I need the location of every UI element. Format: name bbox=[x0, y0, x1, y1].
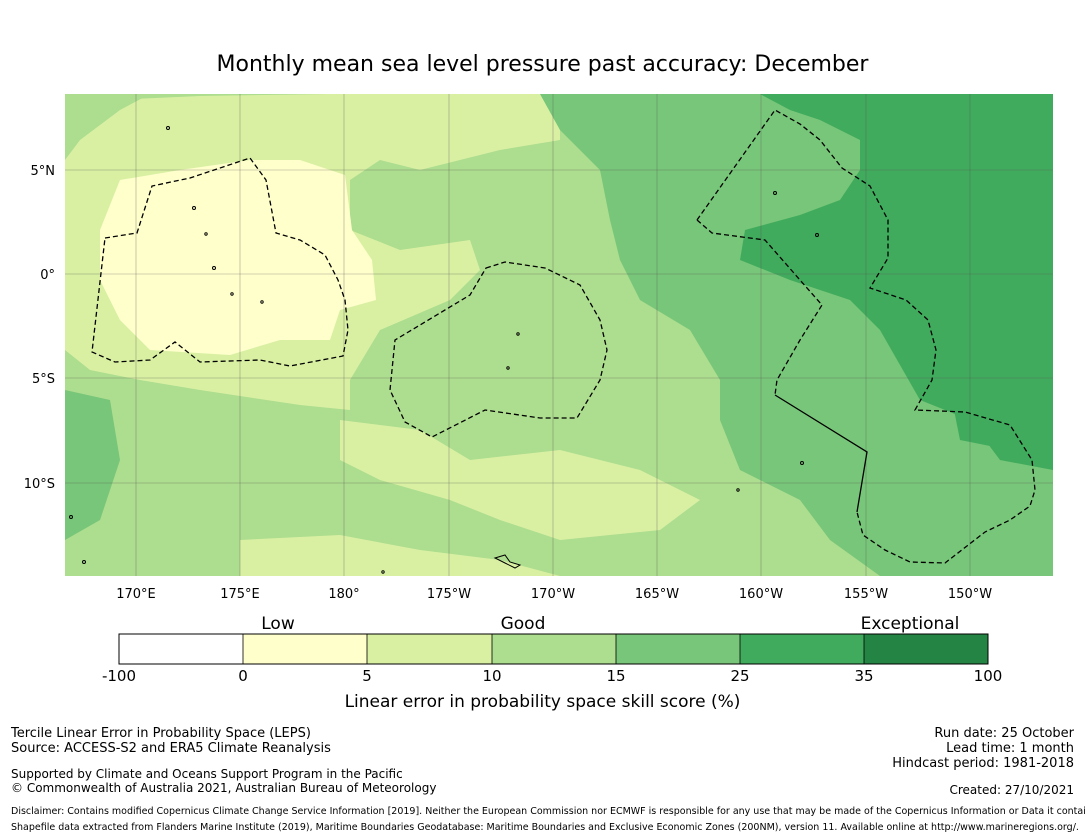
eez-boundary-solid bbox=[774, 394, 868, 513]
field-region-good-low-bottom bbox=[240, 535, 560, 576]
colorbar-tick-label: 100 bbox=[974, 667, 1003, 685]
colorbar-segment bbox=[119, 634, 243, 664]
y-tick-label: 10°S bbox=[24, 477, 55, 492]
island bbox=[773, 191, 777, 195]
eez-boundary-central bbox=[389, 261, 608, 438]
colorbar-segment bbox=[616, 634, 740, 664]
island bbox=[260, 300, 264, 304]
eez-boundaries bbox=[91, 109, 1036, 564]
x-axis-labels: 170°E 175°E 180° 175°W 170°W 165°W 160°W… bbox=[116, 587, 992, 602]
footer-disclaimer: Disclaimer: Contains modified Copernicus… bbox=[11, 806, 1085, 817]
coastlines bbox=[69, 126, 819, 574]
island bbox=[69, 515, 73, 519]
colorbar-tick-label: -100 bbox=[102, 667, 136, 685]
island bbox=[815, 233, 819, 237]
gridlines bbox=[65, 94, 1053, 576]
island-samoa bbox=[493, 554, 522, 569]
y-tick-label: 0° bbox=[40, 268, 55, 283]
x-tick-label: 155°W bbox=[844, 587, 888, 602]
map-title: Monthly mean sea level pressure past acc… bbox=[216, 52, 869, 77]
footer-run-date: Run date: 25 October bbox=[934, 726, 1074, 741]
island bbox=[230, 292, 234, 296]
x-tick-label: 175°E bbox=[220, 587, 260, 602]
footer-copyright: © Commonwealth of Australia 2021, Austra… bbox=[11, 781, 437, 795]
x-tick-label: 180° bbox=[328, 587, 359, 602]
island bbox=[82, 560, 86, 564]
x-tick-label: 170°W bbox=[531, 587, 575, 602]
island bbox=[166, 126, 170, 130]
x-tick-label: 150°W bbox=[948, 587, 992, 602]
x-tick-label: 175°W bbox=[427, 587, 471, 602]
colorbar-title: Linear error in probability space skill … bbox=[344, 692, 741, 712]
colorbar-category-label: Exceptional bbox=[861, 614, 960, 634]
colorbar-tick-label: 5 bbox=[362, 667, 372, 685]
colorbar-tick-label: 0 bbox=[238, 667, 248, 685]
island bbox=[800, 461, 804, 465]
footer-source: Source: ACCESS-S2 and ERA5 Climate Reana… bbox=[11, 741, 331, 756]
colorbar-tick-label: 35 bbox=[854, 667, 873, 685]
island bbox=[506, 366, 510, 370]
island bbox=[212, 266, 216, 270]
colorbar-category-label: Low bbox=[261, 614, 295, 634]
eez-boundary-west bbox=[91, 157, 349, 367]
island bbox=[192, 206, 196, 210]
colorbar-segment bbox=[492, 634, 616, 664]
island bbox=[516, 332, 520, 336]
footer-support: Supported by Climate and Oceans Support … bbox=[11, 767, 403, 781]
colorbar-category-label: Good bbox=[501, 614, 546, 634]
colorbar-frame bbox=[118, 633, 989, 665]
colorbar-segment bbox=[740, 634, 864, 664]
field-region-exceptional-south bbox=[950, 380, 1053, 470]
footer-created: Created: 27/10/2021 bbox=[949, 783, 1074, 797]
footer-hindcast: Hindcast period: 1981-2018 bbox=[892, 756, 1074, 771]
footer-right-block: Run date: 25 October Lead time: 1 month … bbox=[892, 726, 1074, 771]
eez-boundary-east-inner bbox=[696, 219, 823, 396]
field-region-good-west bbox=[65, 94, 150, 160]
y-tick-label: 5°S bbox=[32, 372, 55, 387]
x-tick-label: 165°W bbox=[635, 587, 679, 602]
y-axis-labels: 5°N 0° 5°S 10°S bbox=[24, 164, 55, 492]
footer-lead-time: Lead time: 1 month bbox=[946, 741, 1074, 756]
colorbar-tick-label: 25 bbox=[730, 667, 749, 685]
eez-boundary-east bbox=[696, 109, 1036, 564]
footer-method: Tercile Linear Error in Probability Spac… bbox=[11, 726, 311, 741]
footer-shapefile-credit: Shapefile data extracted from Flanders M… bbox=[11, 822, 1079, 833]
field-region-good-high-west bbox=[65, 390, 120, 540]
x-tick-label: 160°W bbox=[739, 587, 783, 602]
footer-support-block: Supported by Climate and Oceans Support … bbox=[11, 767, 436, 795]
island bbox=[204, 232, 208, 236]
colorbar-tick-label: 15 bbox=[606, 667, 625, 685]
x-tick-label: 170°E bbox=[116, 587, 156, 602]
island bbox=[381, 570, 385, 574]
colorbar: Low Good Exceptional -100 0 5 10 15 25 3… bbox=[102, 614, 1002, 685]
colorbar-tick-label: 10 bbox=[482, 667, 501, 685]
footer-left-block: Tercile Linear Error in Probability Spac… bbox=[11, 726, 331, 756]
skill-field bbox=[65, 94, 1053, 576]
colorbar-segment bbox=[243, 634, 367, 664]
field-region-good-low-south bbox=[340, 420, 700, 540]
island bbox=[736, 488, 740, 492]
colorbar-segment bbox=[367, 634, 492, 664]
field-region-exceptional-north bbox=[740, 94, 1053, 470]
field-region-low bbox=[100, 160, 376, 355]
colorbar-segment bbox=[864, 634, 988, 664]
y-tick-label: 5°N bbox=[31, 164, 56, 179]
